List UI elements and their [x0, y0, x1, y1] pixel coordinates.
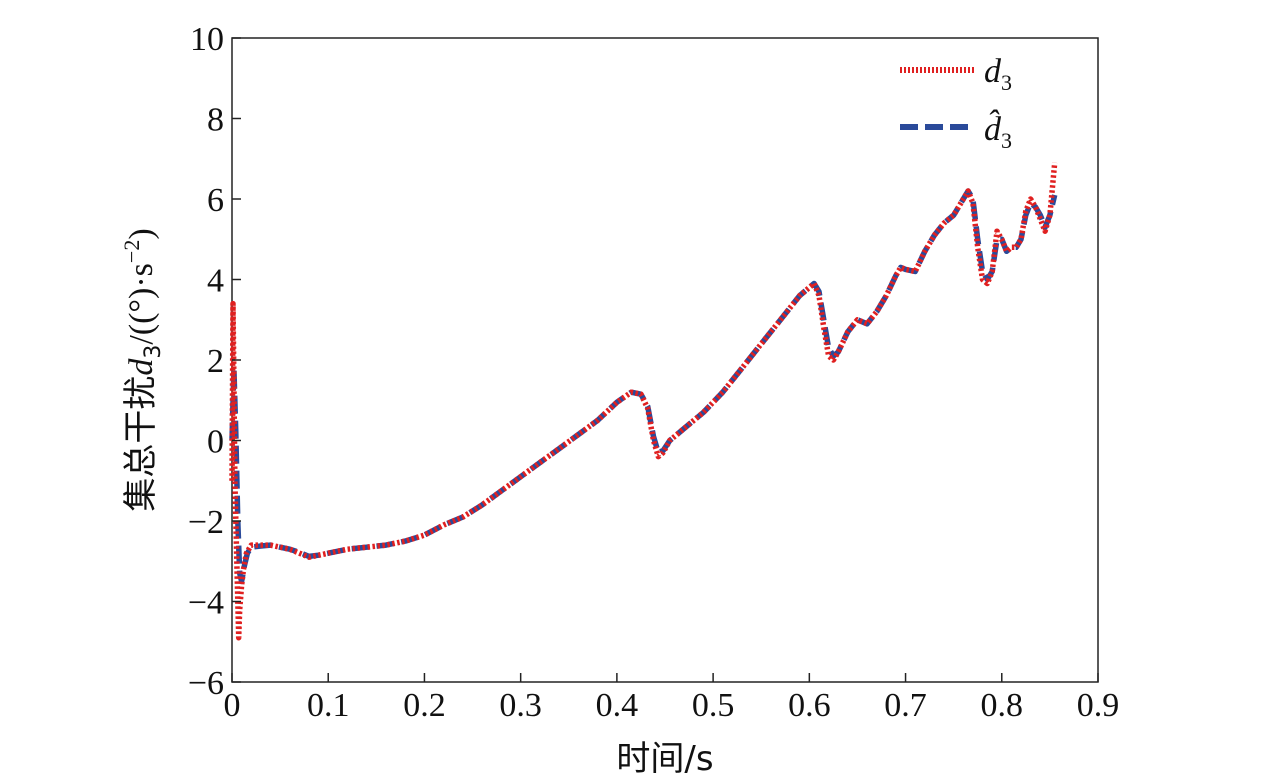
y-axis-label: 集总干扰d3/((°)·s−2) [119, 228, 166, 511]
y-tick-label: −6 [188, 665, 224, 702]
y-axis: −6 −4 −2 0 2 4 6 8 10 [188, 21, 241, 702]
y-tick-label: −2 [188, 504, 224, 541]
series-line-d3-hat [229, 188, 1058, 585]
x-tick-label: 0.4 [596, 687, 639, 724]
x-tick-label: 0.8 [981, 687, 1024, 724]
x-tick-label: 0.2 [403, 687, 446, 724]
y-tick-label: −4 [188, 585, 224, 622]
y-axis-label-close: ) [123, 228, 160, 239]
y-tick-label: 8 [207, 102, 224, 139]
plot-frame [231, 37, 1099, 683]
y-tick-label: 6 [207, 182, 224, 219]
x-tick-label: 0.9 [1077, 687, 1120, 724]
y-tick-label: 2 [207, 343, 224, 380]
legend: d3 d̂3 [900, 53, 1012, 153]
y-axis-label-sub: 3 [141, 345, 166, 359]
x-tick-label: 0.7 [884, 687, 927, 724]
legend-label-d3-hat: d̂3 [984, 109, 1012, 153]
x-tick-label: 0.3 [499, 687, 542, 724]
x-tick-label: 0.6 [788, 687, 831, 724]
y-tick-label: 4 [207, 263, 224, 300]
plot-area [229, 37, 1099, 683]
x-axis-label: 时间/s [616, 739, 713, 779]
y-tick-label: 10 [190, 21, 224, 58]
x-axis: 0 0.1 0.2 0.3 0.4 0.5 0.6 0.7 0.8 0.9 [224, 673, 1120, 724]
y-axis-label-sup: −2 [119, 240, 144, 263]
y-tick-label: 0 [207, 424, 224, 461]
y-axis-label-unit: /((°)·s [123, 263, 160, 345]
y-axis-label-prefix: 集总干扰 [121, 376, 161, 512]
series-line-d3 [229, 162, 1058, 641]
y-axis-label-var: d [123, 358, 160, 376]
x-tick-label: 0.1 [307, 687, 350, 724]
x-tick-label: 0.5 [692, 687, 735, 724]
x-tick-label: 0 [224, 687, 241, 724]
legend-label-d3: d3 [984, 53, 1012, 95]
